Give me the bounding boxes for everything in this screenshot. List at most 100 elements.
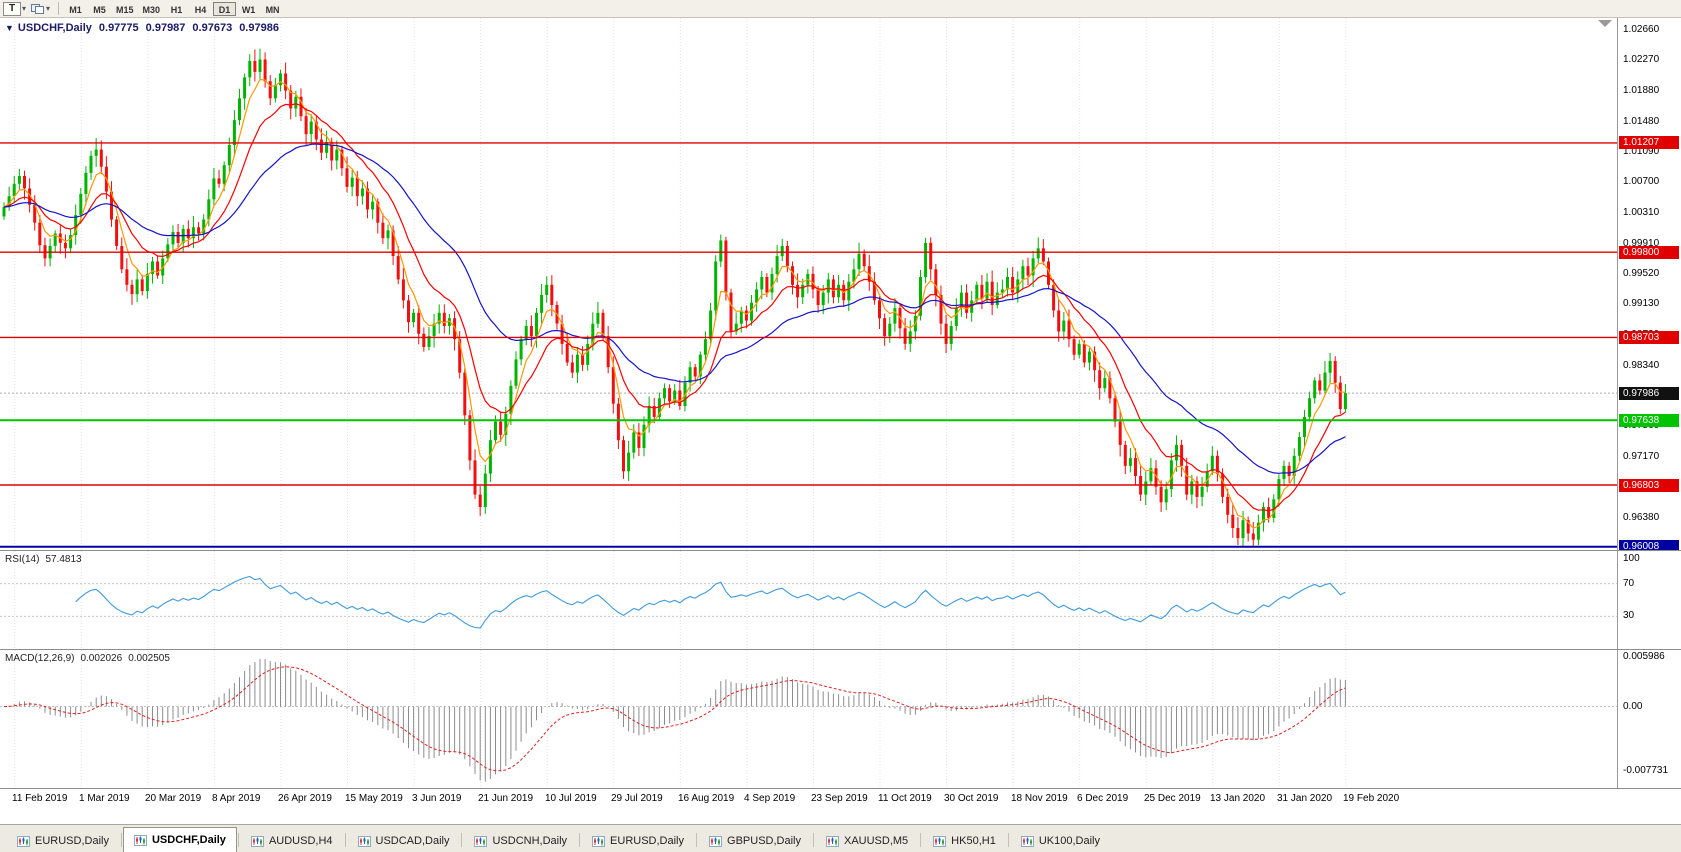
main-chart-pane[interactable]: 1.02660 1.02270 1.01880 1.01480 1.01090 1.007… <box>0 18 1681 550</box>
price-axis-label: 0.99520 <box>1623 268 1660 279</box>
tab-label: GBPUSD,Daily <box>727 835 801 847</box>
macd-main-value: 0.002026 <box>80 653 123 664</box>
macd-axis: 0.005986 0.00 -0.007731 <box>1617 650 1681 788</box>
chart-icon <box>1020 835 1034 847</box>
ma-line-13[interactable] <box>3 103 1346 512</box>
rsi-axis-label: 30 <box>1623 610 1635 621</box>
date-label: 15 May 2019 <box>345 793 403 804</box>
price-axis-label: 1.02270 <box>1623 54 1660 65</box>
tab-label: USDCNH,Daily <box>492 835 568 847</box>
date-label: 23 Sep 2019 <box>811 793 868 804</box>
date-label: 19 Feb 2020 <box>1343 793 1400 804</box>
date-label: 30 Oct 2019 <box>944 793 999 804</box>
ma-line-5[interactable] <box>3 78 1346 529</box>
chart-tabs-bar: EURUSD,Daily USDCHF,Daily AUDUSD,H4 USDCAD,… <box>0 824 1681 852</box>
price-axis-label: 1.01480 <box>1623 116 1660 127</box>
tab-label: HK50,H1 <box>951 835 996 847</box>
date-label: 29 Jul 2019 <box>611 793 663 804</box>
price-axis-label: 0.96380 <box>1623 512 1660 523</box>
macd-canvas[interactable] <box>0 650 1617 788</box>
tab-label: USDCHF,Daily <box>151 834 226 846</box>
ohlc-high: 0.97987 <box>145 22 186 34</box>
chart-icon <box>474 835 488 847</box>
tab-separator <box>579 833 581 847</box>
chart-tab-usdcnh-daily[interactable]: USDCNH,Daily <box>463 829 578 852</box>
date-label: 16 Aug 2019 <box>678 793 735 804</box>
timeframe-m5[interactable]: M5 <box>93 4 106 15</box>
price-axis-label: 0.97170 <box>1623 451 1660 462</box>
timeframe-m30[interactable]: M30 <box>142 4 161 15</box>
date-label: 1 Mar 2019 <box>79 793 130 804</box>
timeframe-mn[interactable]: MN <box>265 4 280 15</box>
tab-label: UK100,Daily <box>1038 835 1100 847</box>
chart-shift-marker[interactable] <box>1598 20 1612 27</box>
price-axis: 1.02660 1.02270 1.01880 1.01480 1.01090 1.007… <box>1617 18 1681 550</box>
ma-line-34[interactable] <box>3 143 1346 474</box>
current-price-box: 0.97986 <box>1619 387 1679 400</box>
chart-tab-hk50-h1[interactable]: HK50,H1 <box>922 829 1007 852</box>
price-axis-label: 0.99130 <box>1623 298 1660 309</box>
date-label: 26 Apr 2019 <box>278 793 332 804</box>
tab-separator <box>237 833 239 847</box>
grid-lines <box>14 650 1347 788</box>
date-label: 11 Feb 2019 <box>12 793 68 804</box>
chart-tab-eurusd-daily[interactable]: EURUSD,Daily <box>581 829 695 852</box>
tab-label: EURUSD,Daily <box>610 835 685 847</box>
rsi-canvas[interactable] <box>0 551 1617 649</box>
timeframe-m1[interactable]: M1 <box>69 4 82 15</box>
rsi-line[interactable] <box>75 575 1346 629</box>
chart-icon <box>933 835 947 847</box>
timeframe-h1[interactable]: H1 <box>170 4 183 15</box>
date-label: 10 Jul 2019 <box>545 793 597 804</box>
templates-caret-icon[interactable]: ▾ <box>22 3 27 13</box>
main-chart-canvas[interactable] <box>0 18 1617 550</box>
tab-separator <box>344 833 346 847</box>
date-label: 13 Jan 2020 <box>1210 793 1266 804</box>
timeframe-h4[interactable]: H4 <box>194 4 207 15</box>
macd-pane[interactable]: 0.005986 0.00 -0.007731 MACD(12,26,9) 0.002… <box>0 650 1681 788</box>
tab-separator <box>696 833 698 847</box>
rsi-axis: 100 70 30 <box>1617 551 1681 649</box>
level-price-box: 0.99800 <box>1619 246 1679 259</box>
pane-separator[interactable] <box>0 550 1681 551</box>
chart-icon <box>825 835 839 847</box>
chart-tab-usdchf-daily[interactable]: USDCHF,Daily <box>122 827 237 852</box>
chart-tab-xauusd-m5[interactable]: XAUUSD,M5 <box>815 829 919 852</box>
chart-ohlc-header: ▼ USDCHF,Daily 0.97775 0.97987 0.97673 0.9798… <box>5 22 279 34</box>
collapse-icon[interactable]: ▼ <box>5 23 14 33</box>
tab-label: EURUSD,Daily <box>35 835 109 847</box>
chart-tab-audusd-h4[interactable]: AUDUSD,H4 <box>240 829 344 852</box>
chart-tab-gbpusd-daily[interactable]: GBPUSD,Daily <box>698 829 812 852</box>
time-axis: 11 Feb 2019 1 Mar 2019 20 Mar 2019 8 Apr 20… <box>0 789 1681 815</box>
chart-tab-usdcad-daily[interactable]: USDCAD,Daily <box>347 829 461 852</box>
rsi-pane[interactable]: 100 70 30 RSI(14) 57.4813 <box>0 551 1681 649</box>
chart-icon <box>709 835 723 847</box>
macd-histogram <box>8 659 1346 782</box>
timeframe-w1[interactable]: W1 <box>241 4 256 15</box>
timeframe-toolbar: M1 M5 M15 M30 H1 H4 D1 W1 MN <box>64 1 284 16</box>
price-axis-label: 1.01880 <box>1623 85 1660 96</box>
profiles-icon[interactable] <box>30 2 45 16</box>
rsi-axis-label: 70 <box>1623 578 1635 589</box>
timeframe-m15[interactable]: M15 <box>116 4 134 15</box>
date-label: 4 Sep 2019 <box>744 793 796 804</box>
macd-axis-label: 0.005986 <box>1623 651 1665 662</box>
date-label: 18 Nov 2019 <box>1011 793 1068 804</box>
price-axis-label: 1.01090 <box>1623 146 1660 157</box>
tab-label: XAUUSD,M5 <box>843 835 909 847</box>
tab-separator <box>920 833 922 847</box>
chart-icon <box>133 834 147 846</box>
pane-separator[interactable] <box>0 649 1681 650</box>
date-label: 31 Jan 2020 <box>1277 793 1333 804</box>
timeframe-d1[interactable]: D1 <box>213 1 237 16</box>
profiles-caret-icon[interactable]: ▾ <box>46 3 51 13</box>
candles <box>2 48 1347 547</box>
chart-icon <box>357 835 371 847</box>
tab-separator <box>120 833 122 847</box>
overlapping-windows-icon <box>31 3 45 14</box>
chart-tab-uk100-daily[interactable]: UK100,Daily <box>1010 829 1111 852</box>
tab-separator <box>1007 833 1009 847</box>
chart-tab-eurusd-daily[interactable]: EURUSD,Daily <box>6 829 120 852</box>
macd-axis-label: -0.007731 <box>1623 765 1669 776</box>
templates-button[interactable]: T <box>3 1 21 16</box>
